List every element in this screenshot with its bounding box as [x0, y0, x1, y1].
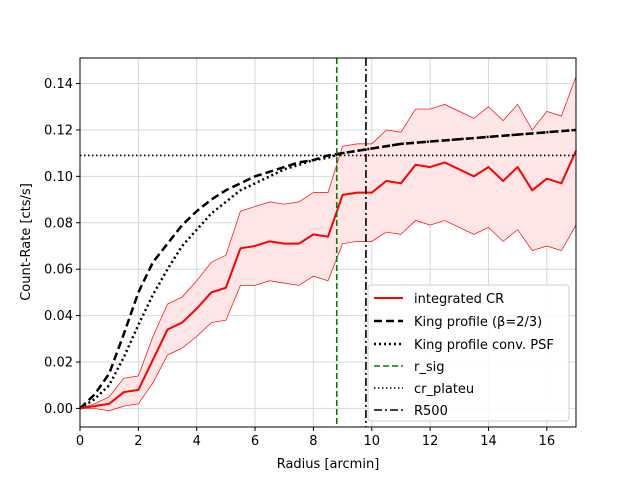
x-tick-label: 16 — [539, 434, 556, 449]
cr-band-fill — [80, 76, 576, 411]
y-tick-label: 0.12 — [44, 123, 73, 138]
legend-label-cr-plateu: cr_plateu — [414, 382, 474, 397]
x-tick-label: 4 — [193, 434, 201, 449]
data-lines — [79, 128, 577, 410]
y-tick-label: 0.00 — [44, 402, 73, 417]
legend-label-integrated-cr: integrated CR — [414, 292, 504, 307]
y-tick-label: 0.02 — [44, 356, 73, 371]
y-axis-ticks: 0.00 0.02 0.04 0.06 0.08 0.10 0.12 0.14 — [44, 77, 80, 417]
y-tick-label: 0.10 — [44, 170, 73, 185]
y-tick-label: 0.06 — [44, 263, 73, 278]
x-axis-ticks: 0 2 4 6 8 10 12 14 16 — [76, 427, 555, 449]
series-line-integrated-cr — [79, 150, 577, 410]
legend-label-r500: R500 — [414, 404, 448, 419]
y-tick-label: 0.08 — [44, 216, 73, 231]
legend: integrated CR King profile (β=2/3) King … — [367, 284, 570, 422]
x-tick-label: 6 — [251, 434, 259, 449]
plot-frame — [79, 57, 577, 428]
legend-box — [367, 284, 570, 422]
legend-label-r-sig: r_sig — [414, 360, 444, 375]
cr-band-lower — [80, 220, 577, 412]
x-axis-label: Radius [arcmin] — [277, 457, 380, 472]
cr-band-upper — [79, 76, 577, 409]
legend-label-king-profile: King profile (β=2/3) — [414, 315, 542, 330]
x-tick-label: 14 — [480, 434, 497, 449]
y-tick-label: 0.04 — [44, 309, 73, 324]
x-tick-label: 2 — [134, 434, 142, 449]
reference-lines — [80, 58, 576, 427]
x-tick-label: 8 — [309, 434, 317, 449]
legend-label-king-conv-psf: King profile conv. PSF — [414, 338, 554, 353]
series-line-king-profile-conv-psf — [79, 128, 577, 410]
x-tick-label: 0 — [76, 434, 84, 449]
x-tick-label: 12 — [422, 434, 439, 449]
series-line-king-profile-2-3 — [79, 128, 577, 410]
x-tick-label: 10 — [363, 434, 380, 449]
y-axis-label: Count-Rate [cts/s] — [19, 183, 34, 301]
y-tick-label: 0.14 — [44, 77, 73, 92]
cr-uncertainty-band — [79, 76, 577, 412]
